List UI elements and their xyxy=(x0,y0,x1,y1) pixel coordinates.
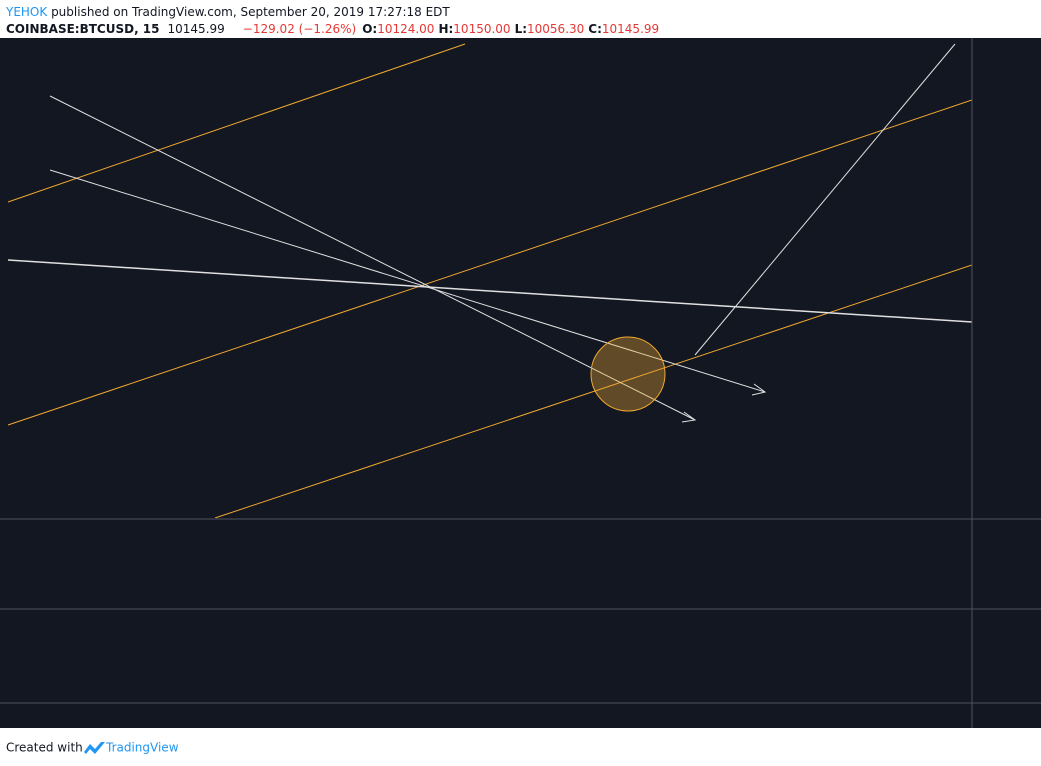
symbol-line: COINBASE:BTCUSD, 15 10145.99 −129.02 (−1.2… xyxy=(6,22,659,36)
channel-line xyxy=(214,264,972,518)
drawings xyxy=(7,43,972,518)
header-line: YEHOK published on TradingView.com, Sept… xyxy=(5,5,450,19)
author: YEHOK xyxy=(5,5,48,19)
c-value: 10145.99 xyxy=(602,22,659,36)
h-label: H: xyxy=(438,22,453,36)
trend-line xyxy=(7,259,972,323)
footer-created: Created with xyxy=(6,741,83,755)
arrow-head xyxy=(681,411,697,423)
symbol: COINBASE:BTCUSD, 15 xyxy=(6,22,160,36)
highlight-circle xyxy=(590,336,666,412)
o-label: O: xyxy=(362,22,377,36)
published: published on TradingView.com, September … xyxy=(47,5,450,19)
axes xyxy=(0,38,1041,728)
arrow-head xyxy=(751,383,767,396)
last: 10145.99 xyxy=(168,22,225,36)
l-value: 10056.30 xyxy=(527,22,584,36)
channel-line xyxy=(7,43,466,203)
change: −129.02 (−1.26%) xyxy=(243,22,356,36)
trend-line xyxy=(694,43,956,356)
l-label: L: xyxy=(515,22,527,36)
channel-line xyxy=(7,99,972,426)
trend-line xyxy=(49,95,696,421)
header-bg xyxy=(0,0,1041,38)
footer-brand: TradingView xyxy=(105,741,179,755)
logo xyxy=(84,742,105,754)
c-label: C: xyxy=(588,22,602,36)
h-value: 10150.00 xyxy=(453,22,510,36)
o-value: 10124.00 xyxy=(377,22,434,36)
footer-bg xyxy=(0,728,1041,766)
trend-line xyxy=(49,169,766,393)
chart-bg xyxy=(0,38,1041,728)
